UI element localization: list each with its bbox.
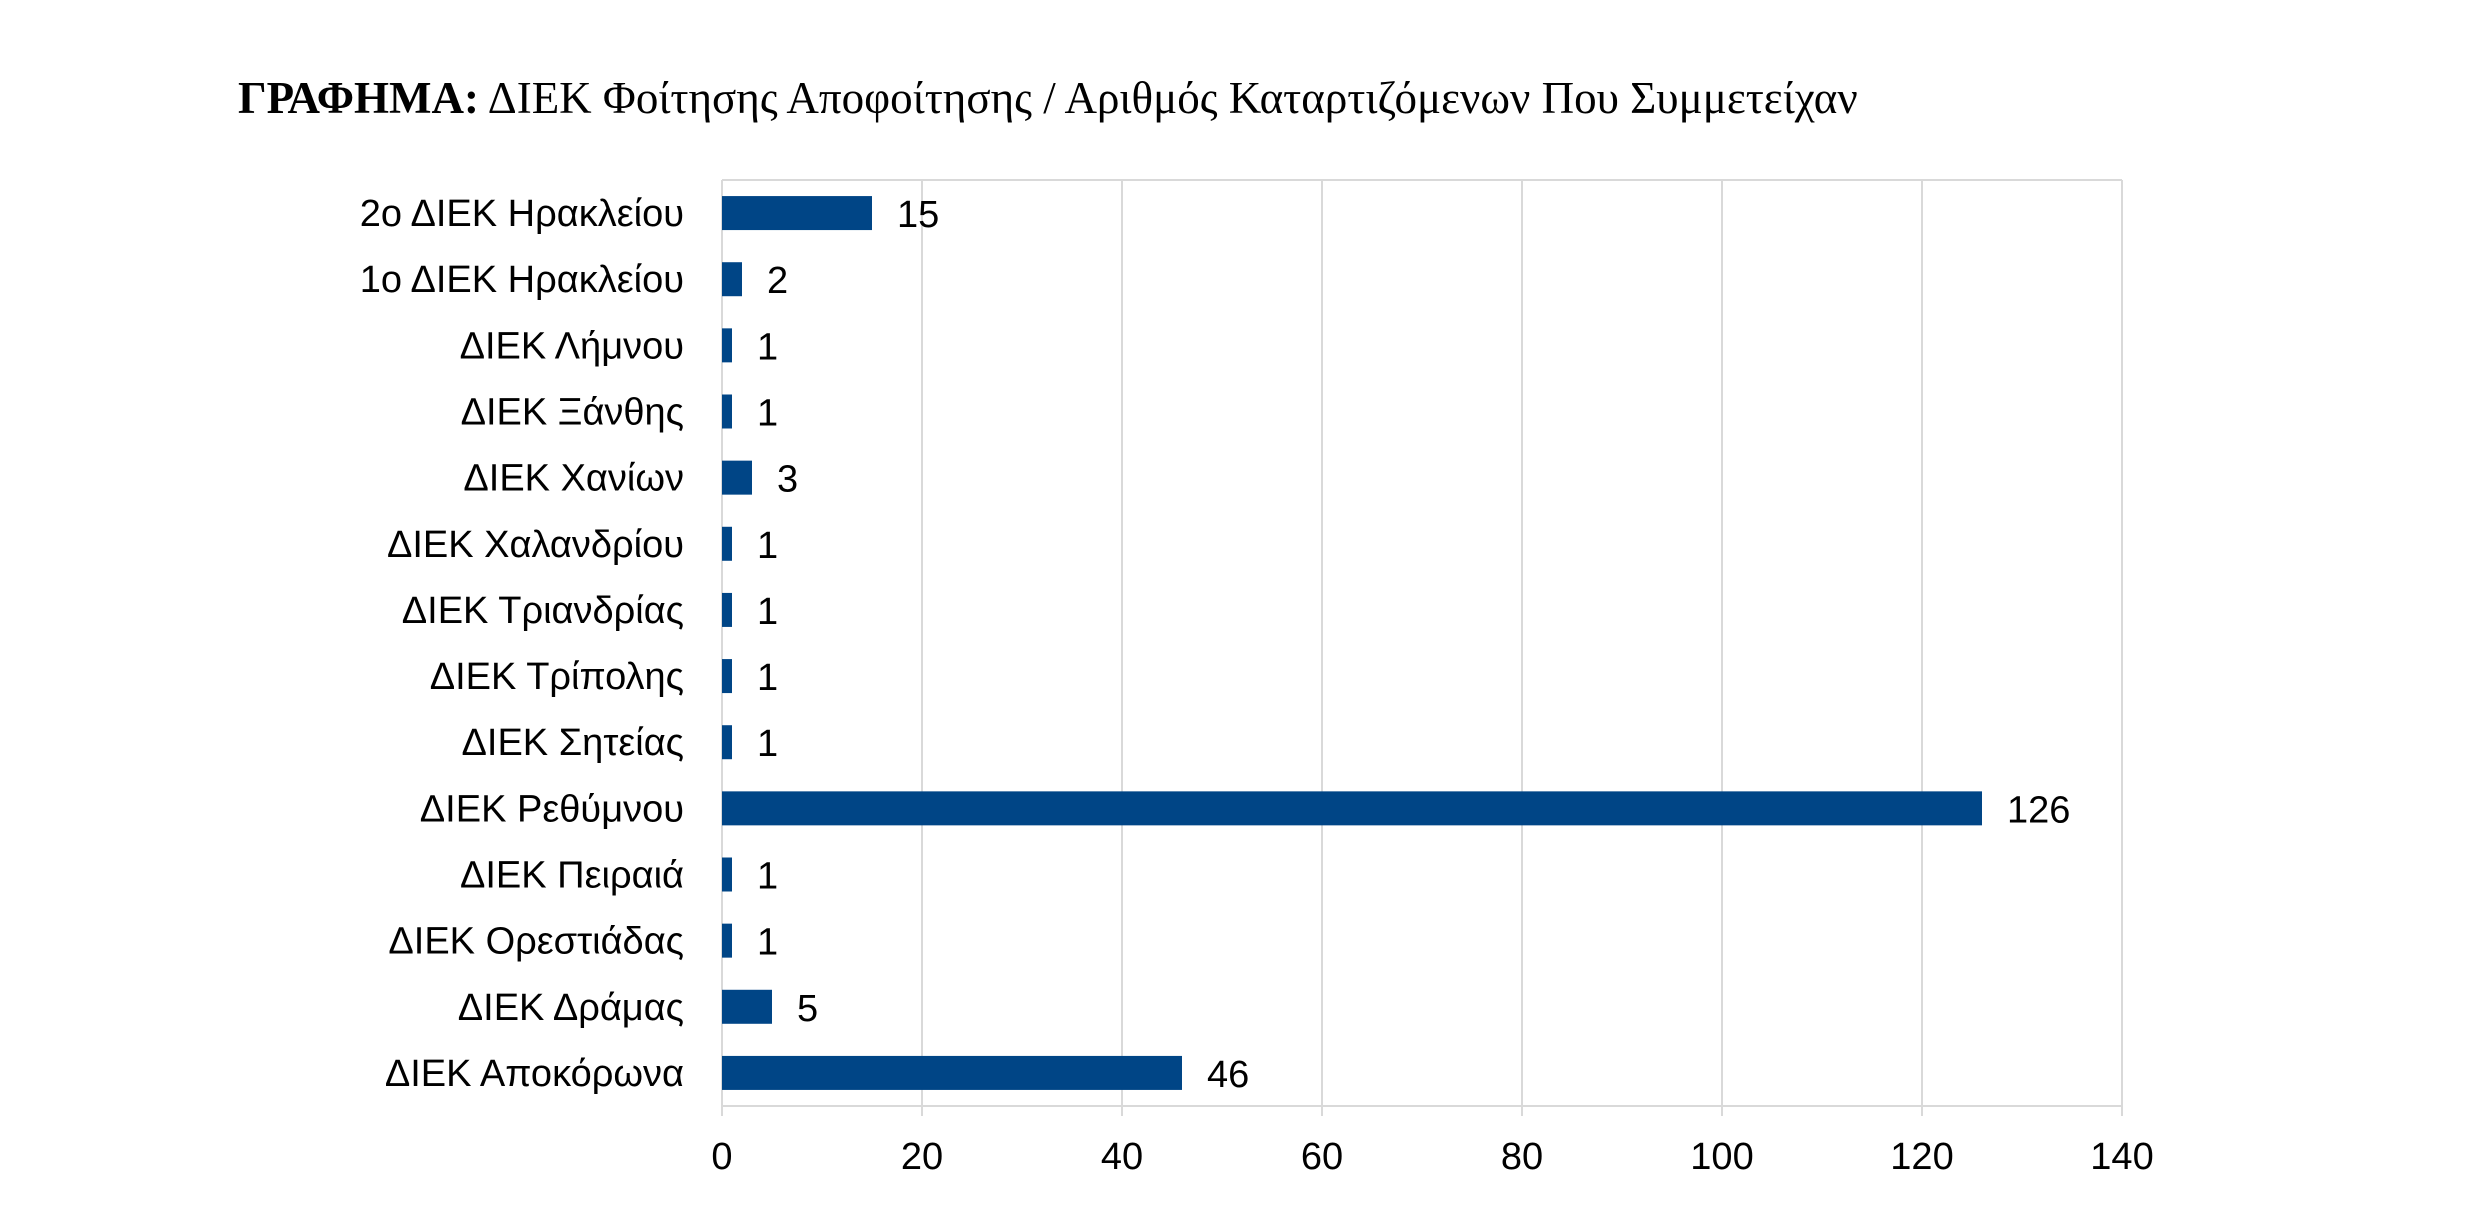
bar (722, 989, 772, 1024)
data-label: 1 (757, 525, 778, 567)
data-label: 1 (757, 657, 778, 699)
category-label: 2ο ΔΙΕΚ Ηρακλείου (360, 193, 684, 235)
category-label: ΔΙΕΚ Δράμας (458, 987, 684, 1029)
x-tick-label: 0 (711, 1136, 732, 1178)
bar (722, 526, 732, 561)
category-label: 1ο ΔΙΕΚ Ηρακλείου (360, 259, 684, 301)
x-tick-label: 20 (901, 1136, 943, 1178)
data-label: 5 (797, 988, 818, 1030)
bar (722, 328, 732, 363)
x-tick-label: 140 (2090, 1136, 2153, 1178)
category-label: ΔΙΕΚ Τριανδρίας (402, 590, 684, 632)
category-label: ΔΙΕΚ Χαλανδρίου (387, 524, 684, 566)
gridlines (721, 179, 2123, 1116)
category-label: ΔΙΕΚ Λήμνου (460, 325, 684, 367)
data-label: 1 (757, 591, 778, 633)
bars (722, 196, 1982, 1090)
bar (722, 791, 1982, 826)
data-label: 1 (757, 326, 778, 368)
category-label: ΔΙΕΚ Χανίων (463, 458, 684, 500)
x-tick-label: 100 (1690, 1136, 1753, 1178)
bar (722, 725, 732, 760)
data-label: 3 (777, 459, 798, 501)
data-label: 126 (2007, 789, 2070, 831)
chart-title-text: ΔΙΕΚ Φοίτησης Αποφοίτησης / Αριθμός Κατα… (487, 73, 1858, 123)
chart-title-prefix: ΓΡΑΦΗΜΑ: (238, 73, 479, 123)
bar (722, 460, 752, 495)
bar (722, 592, 732, 627)
bar (722, 394, 732, 429)
category-label: ΔΙΕΚ Τρίπολης (430, 656, 684, 698)
data-label: 1 (757, 856, 778, 898)
data-label: 1 (757, 723, 778, 765)
x-tick-label: 60 (1301, 1136, 1343, 1178)
bar (722, 1055, 1182, 1090)
bar (722, 857, 732, 892)
bar (722, 196, 872, 231)
category-label: ΔΙΕΚ Ξάνθης (461, 392, 684, 434)
bar (722, 262, 742, 297)
data-label: 1 (757, 393, 778, 435)
category-label: ΔΙΕΚ Αποκόρωνα (385, 1053, 684, 1095)
x-tick-label: 120 (1890, 1136, 1953, 1178)
data-label: 15 (897, 194, 939, 236)
category-label: ΔΙΕΚ Σητείας (462, 722, 685, 764)
data-label: 46 (1207, 1054, 1249, 1096)
category-label: ΔΙΕΚ Πειραιά (460, 855, 684, 897)
category-label: ΔΙΕΚ Ορεστιάδας (388, 921, 684, 963)
x-tick-label: 80 (1501, 1136, 1543, 1178)
category-label: ΔΙΕΚ Ρεθύμνου (420, 788, 684, 830)
data-label: 2 (767, 260, 788, 302)
chart-title: ΓΡΑΦΗΜΑ: ΔΙΕΚ Φοίτησης Αποφοίτησης / Αρι… (238, 72, 1858, 124)
bar (722, 923, 732, 958)
data-label: 1 (757, 922, 778, 964)
x-tick-label: 40 (1101, 1136, 1143, 1178)
bar (722, 659, 732, 694)
